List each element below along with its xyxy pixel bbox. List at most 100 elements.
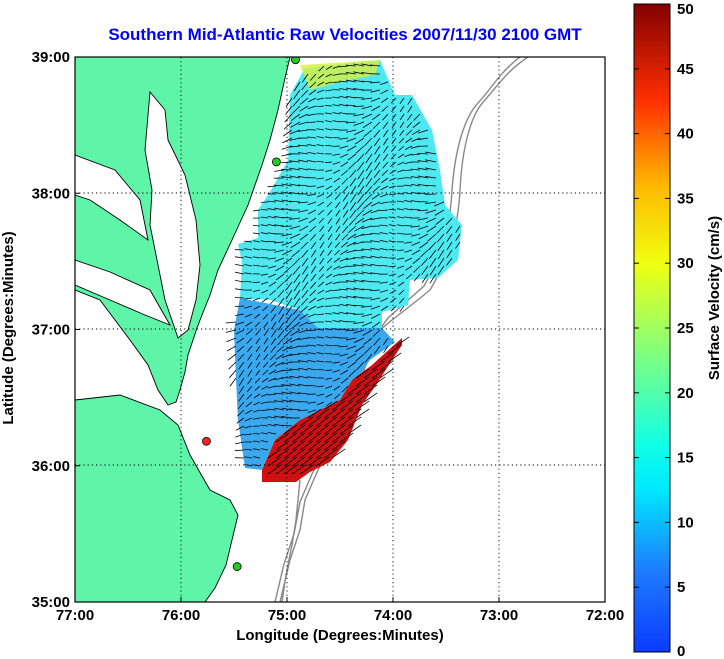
velocity-vector: [267, 257, 277, 260]
x-tick-label: 73:00: [480, 607, 518, 624]
velocity-vector: [319, 233, 325, 241]
velocity-vector: [283, 337, 293, 345]
velocity-vector: [436, 225, 445, 234]
velocity-vector: [315, 424, 330, 435]
velocity-vector: [349, 177, 357, 187]
velocity-vector: [315, 416, 330, 427]
velocity-vector: [267, 423, 277, 427]
velocity-vector: [405, 273, 413, 280]
velocity-vector: [307, 432, 322, 443]
velocity-vector: [323, 448, 338, 459]
velocity-vector: [390, 297, 397, 303]
velocity-vector: [363, 368, 378, 379]
velocity-vector: [425, 201, 437, 205]
velocity-vector: [235, 313, 245, 317]
velocity-vector: [371, 193, 381, 200]
velocity-vector: [404, 208, 413, 211]
velocity-vector: [354, 345, 365, 353]
velocity-vector: [417, 175, 429, 179]
velocity-vector: [317, 73, 325, 79]
velocity-vector: [254, 321, 261, 328]
velocity-vector: [391, 105, 397, 112]
velocity-vector: [289, 167, 301, 171]
velocity-vector: [270, 337, 277, 346]
velocity-vector: [382, 161, 389, 169]
velocity-vector: [326, 193, 333, 199]
velocity-vector: [293, 297, 301, 308]
velocity-vector: [334, 241, 341, 248]
velocity-vector: [325, 273, 333, 279]
velocity-vector: [307, 160, 317, 163]
velocity-vector: [260, 224, 269, 227]
velocity-vector: [361, 80, 373, 83]
velocity-vector: [238, 361, 245, 370]
velocity-vector: [307, 344, 317, 347]
velocity-vector: [323, 400, 338, 411]
velocity-vector: [284, 113, 293, 123]
velocity-vector: [290, 121, 301, 128]
velocity-vector: [297, 184, 309, 187]
velocity-vector: [421, 273, 429, 283]
velocity-vector: [260, 432, 269, 435]
velocity-vector: [362, 329, 373, 336]
velocity-vector: [307, 105, 317, 110]
velocity-vector: [307, 168, 317, 171]
velocity-vector: [307, 416, 322, 427]
velocity-vector: [396, 208, 405, 211]
velocity-vector: [332, 273, 341, 277]
velocity-vector: [325, 344, 333, 347]
velocity-vector: [340, 249, 349, 255]
velocity-vector: [361, 279, 373, 283]
velocity-vector: [262, 313, 269, 320]
y-tick-label: 35:00: [32, 594, 70, 611]
velocity-vector: [281, 169, 293, 171]
velocity-vector: [396, 232, 405, 235]
velocity-vector: [293, 289, 301, 300]
velocity-vector: [316, 297, 325, 302]
velocity-vector: [342, 209, 349, 218]
velocity-vector: [235, 441, 245, 445]
velocity-vector: [317, 289, 325, 295]
velocity-vector: [299, 464, 314, 475]
velocity-vector: [263, 353, 269, 361]
velocity-vector: [325, 89, 333, 92]
velocity-vector: [412, 121, 421, 129]
colorbar-tick-label: 25: [677, 320, 694, 337]
velocity-vector: [285, 97, 293, 108]
velocity-vector: [412, 257, 421, 265]
velocity-vector: [345, 280, 357, 283]
velocity-vector: [353, 249, 365, 252]
velocity-vector: [399, 305, 405, 312]
velocity-vector: [380, 193, 389, 198]
velocity-vector: [357, 177, 365, 188]
velocity-vector: [335, 217, 341, 225]
velocity-vector: [298, 113, 309, 119]
colorbar-tick-label: 30: [677, 255, 694, 272]
velocity-vector: [252, 264, 261, 267]
velocity-field: [234, 60, 462, 482]
x-axis-ticks: 77:00 76:00 75:00 74:00 73:00 72:00: [56, 597, 624, 624]
velocity-vector: [345, 257, 357, 261]
velocity-vector: [361, 97, 373, 100]
velocity-vector: [333, 377, 341, 382]
velocity-vector: [260, 448, 269, 451]
velocity-vector: [325, 65, 333, 71]
velocity-vector: [331, 432, 346, 443]
velocity-vector: [361, 321, 373, 327]
velocity-vector: [382, 153, 389, 161]
velocity-vector: [282, 137, 293, 144]
velocity-vector: [316, 97, 325, 101]
velocity-vector: [404, 216, 413, 219]
velocity-vector: [289, 375, 301, 379]
velocity-vector: [325, 352, 333, 355]
velocity-vector: [418, 233, 429, 240]
velocity-vector: [380, 297, 389, 302]
velocity-vector: [379, 281, 389, 284]
velocity-vector: [282, 129, 293, 137]
velocity-vector: [353, 233, 365, 239]
velocity-vector: [339, 361, 349, 366]
velocity-vector: [404, 145, 413, 151]
velocity-vector: [413, 113, 421, 121]
velocity-vector: [446, 241, 453, 251]
velocity-vector: [289, 129, 301, 135]
